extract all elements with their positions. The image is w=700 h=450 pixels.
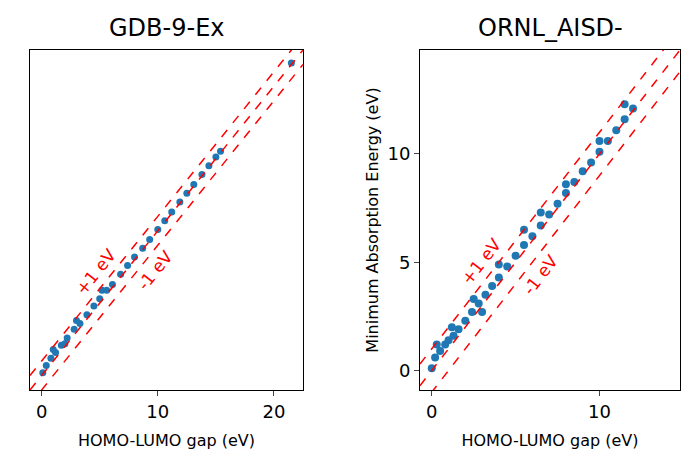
svg-text:GDB-9-Ex: GDB-9-Ex bbox=[109, 14, 225, 42]
svg-text:HOMO-LUMO gap (eV): HOMO-LUMO gap (eV) bbox=[78, 431, 255, 450]
svg-text:10: 10 bbox=[588, 401, 611, 422]
svg-text:-1 eV: -1 eV bbox=[519, 251, 562, 299]
svg-text:0: 0 bbox=[36, 401, 47, 422]
svg-text:0: 0 bbox=[399, 360, 410, 381]
svg-text:+1 eV: +1 eV bbox=[457, 234, 505, 288]
svg-text:-1 eV: -1 eV bbox=[133, 247, 177, 294]
svg-text:HOMO-LUMO gap (eV): HOMO-LUMO gap (eV) bbox=[461, 431, 638, 450]
svg-text:5: 5 bbox=[399, 252, 410, 273]
svg-text:10: 10 bbox=[146, 401, 169, 422]
svg-text:20: 20 bbox=[263, 401, 286, 422]
svg-text:10: 10 bbox=[387, 143, 410, 164]
svg-text:ORNL_AISD-: ORNL_AISD- bbox=[478, 14, 623, 42]
svg-text:+1 eV: +1 eV bbox=[71, 245, 120, 299]
svg-text:0: 0 bbox=[426, 401, 437, 422]
svg-text:Minimum Absorption Energy (eV): Minimum Absorption Energy (eV) bbox=[363, 87, 382, 352]
